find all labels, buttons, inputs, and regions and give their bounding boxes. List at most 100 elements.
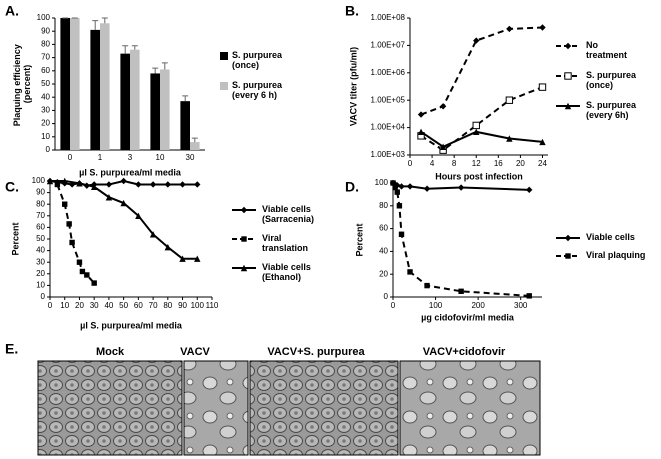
y-tick-label: 80 <box>41 40 50 49</box>
x-tick-label: 200 <box>471 301 485 310</box>
y-tick-label: 50 <box>36 234 45 243</box>
marker <box>424 282 430 289</box>
legend-label: S. purpurea (once) <box>586 70 639 90</box>
y-tick-label: 50 <box>41 79 50 88</box>
series-line <box>420 86 543 152</box>
x-tick-label: 10 <box>60 301 69 310</box>
marker <box>194 181 201 188</box>
marker <box>105 181 113 188</box>
x-tick-label: 40 <box>104 301 113 310</box>
bar <box>130 49 140 150</box>
bar <box>150 73 160 150</box>
error-bar <box>101 17 108 24</box>
legend-label: Viable cells (Sarracenia) <box>262 204 314 224</box>
y-tick-label: 40 <box>379 247 388 256</box>
y-tick-label: 20 <box>36 269 45 278</box>
error-bar <box>122 45 129 54</box>
marker <box>135 181 142 188</box>
y-tick-label: 90 <box>36 188 45 197</box>
marker <box>194 255 201 262</box>
x-tick-label: 0 <box>408 159 413 168</box>
x-tick-label: 20 <box>75 301 84 310</box>
legend-label: No treatment <box>586 40 627 60</box>
marker <box>179 255 186 262</box>
y-tick-label: 0 <box>46 145 51 154</box>
image-title: VACV+S. purpurea <box>267 346 365 358</box>
marker <box>392 184 398 191</box>
error-bar <box>152 67 159 74</box>
marker <box>472 121 480 130</box>
x-tick-label: 100 <box>429 301 443 310</box>
micrograph <box>399 360 541 456</box>
marker <box>423 185 431 192</box>
x-axis-label: µl S. purpurea/ml media <box>79 167 182 177</box>
marker <box>505 96 514 104</box>
x-axis-label: µl S. purpurea/ml media <box>80 320 183 330</box>
micrograph <box>183 360 249 456</box>
marker <box>439 143 447 150</box>
marker <box>564 42 572 50</box>
x-axis-label: µg cidofovir/ml media <box>421 312 515 322</box>
marker <box>240 264 248 272</box>
bar <box>190 142 200 150</box>
y-tick-label: 1.00E+08 <box>371 13 406 22</box>
marker <box>120 177 127 185</box>
image-title: VACV <box>180 346 210 358</box>
bar <box>120 53 130 150</box>
marker <box>54 181 61 188</box>
marker <box>164 243 172 251</box>
marker <box>135 212 142 219</box>
image-title: VACV+cidofovir <box>423 346 506 358</box>
x-axis-label: Hours post infection <box>435 171 523 181</box>
panel-label: B. <box>345 3 359 19</box>
marker <box>398 231 405 237</box>
y-tick-label: 30 <box>36 257 45 266</box>
marker <box>179 181 186 188</box>
legend-label: Viable cells (Ethanol) <box>262 262 313 282</box>
marker <box>406 183 414 190</box>
marker <box>526 186 533 194</box>
y-axis-label: Percent <box>354 223 364 256</box>
y-tick-label: 40 <box>36 246 45 255</box>
marker <box>105 194 113 201</box>
x-tick-label: 100 <box>191 301 205 310</box>
x-tick-label: 8 <box>452 159 457 168</box>
y-tick-label: 0 <box>41 292 46 301</box>
marker <box>473 128 480 136</box>
y-tick-label: 10 <box>36 281 45 290</box>
marker <box>526 293 532 299</box>
marker <box>76 259 83 265</box>
y-tick-label: 70 <box>41 53 50 62</box>
image-title: Mock <box>96 346 125 358</box>
x-tick-label: 60 <box>134 301 143 310</box>
series-line <box>420 130 543 148</box>
y-tick-label: 1.00E+05 <box>371 95 406 104</box>
marker <box>61 177 68 185</box>
y-tick-label: 100 <box>32 176 46 185</box>
x-tick-label: 30 <box>186 153 195 162</box>
x-tick-label: 300 <box>514 301 528 310</box>
marker <box>240 206 248 214</box>
y-tick-label: 40 <box>41 92 50 101</box>
marker <box>473 37 480 44</box>
bar <box>180 101 190 150</box>
y-tick-label: 1.00E+03 <box>371 150 406 159</box>
y-axis-label: Percent <box>10 222 20 255</box>
marker <box>398 183 405 190</box>
legend-swatch <box>220 52 228 60</box>
marker <box>407 269 413 275</box>
panel-label: C. <box>5 179 19 195</box>
marker <box>149 231 157 238</box>
marker <box>46 177 54 185</box>
x-tick-label: 4 <box>430 159 435 168</box>
y-tick-label: 60 <box>41 66 50 75</box>
error-bar <box>191 137 198 143</box>
y-tick-label: 1.00E+07 <box>371 41 406 50</box>
y-tick-label: 90 <box>41 26 50 35</box>
marker <box>69 239 75 246</box>
bar <box>70 18 80 150</box>
x-tick-label: 3 <box>128 153 133 162</box>
y-tick-label: 30 <box>41 106 50 115</box>
marker <box>84 272 90 278</box>
bar <box>90 29 100 151</box>
